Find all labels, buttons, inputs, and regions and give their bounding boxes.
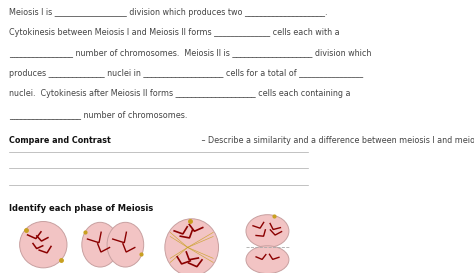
Ellipse shape xyxy=(19,221,67,268)
Text: – Describe a similarity and a difference between meiosis I and meiosis II: – Describe a similarity and a difference… xyxy=(199,136,474,145)
Text: nuclei.  Cytokinesis after Meiosis II forms ____________________ cells each cont: nuclei. Cytokinesis after Meiosis II for… xyxy=(9,89,350,98)
Ellipse shape xyxy=(165,219,219,274)
Text: Compare and Contrast: Compare and Contrast xyxy=(9,136,110,145)
Text: Meiosis I is __________________ division which produces two ____________________: Meiosis I is __________________ division… xyxy=(9,7,327,16)
Text: Cytokinesis between Meiosis I and Meiosis II forms ______________ cells each wit: Cytokinesis between Meiosis I and Meiosi… xyxy=(9,28,339,37)
Text: ________________ number of chromosomes.  Meiosis II is ____________________ divi: ________________ number of chromosomes. … xyxy=(9,48,371,57)
Ellipse shape xyxy=(246,215,289,247)
Ellipse shape xyxy=(82,222,118,267)
Text: __________________ number of chromosomes.: __________________ number of chromosomes… xyxy=(9,110,187,119)
Text: Identify each phase of Meiosis: Identify each phase of Meiosis xyxy=(9,204,153,213)
Ellipse shape xyxy=(107,222,144,267)
Text: produces ______________ nuclei in ____________________ cells for a total of ____: produces ______________ nuclei in ______… xyxy=(9,69,363,78)
Ellipse shape xyxy=(246,246,289,273)
